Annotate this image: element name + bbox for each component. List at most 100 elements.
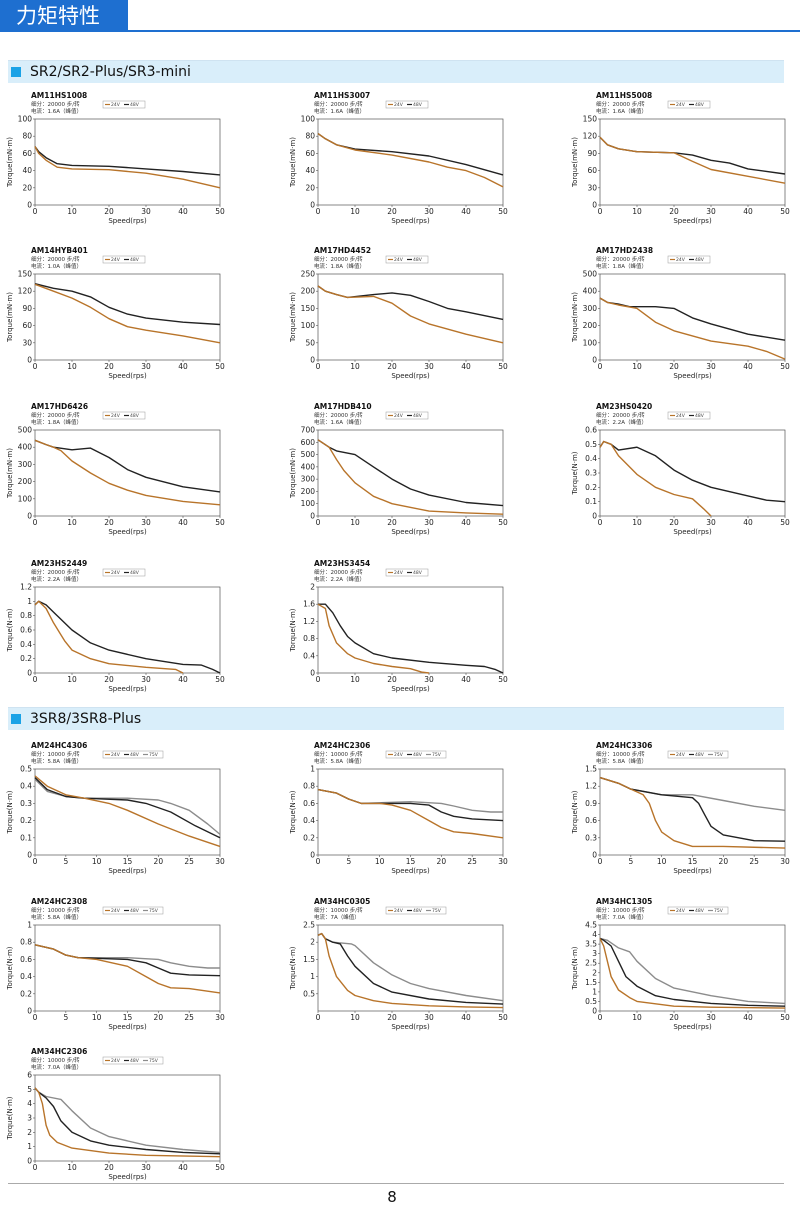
y-tick-label: 200: [18, 477, 33, 486]
y-tick-label: 200: [301, 287, 316, 296]
y-axis-label: Torque(mN·m): [289, 137, 297, 188]
x-tick-label: 10: [92, 1013, 102, 1022]
series-line-48v: [34, 777, 221, 839]
header-tab: 力矩特性: [0, 0, 128, 32]
series-line-24v: [317, 788, 504, 839]
chart-model-label: AM11HS1008: [31, 92, 87, 100]
x-tick-label: 20: [669, 518, 679, 527]
x-tick-label: 50: [498, 362, 508, 371]
x-tick-label: 0: [316, 518, 321, 527]
x-tick-label: 5: [63, 1013, 68, 1022]
legend-entry: 48V: [413, 570, 423, 576]
x-tick-label: 15: [123, 857, 133, 866]
y-tick-label: 2.5: [585, 959, 597, 968]
y-tick-label: 0.2: [20, 654, 32, 663]
y-tick-label: 1.2: [20, 583, 32, 592]
page-title: 力矩特性: [16, 4, 100, 28]
plot-frame: [599, 924, 786, 1012]
chart-subdivision-label: 细分：10000 步/转: [596, 906, 645, 914]
y-axis-label: Torque(N·m): [571, 946, 579, 990]
y-tick-label: 0.4: [20, 640, 32, 649]
legend-entry: 48V: [130, 908, 140, 914]
section-bar-sr2: SR2/SR2-Plus/SR3-mini: [8, 60, 784, 83]
x-tick-label: 40: [461, 1013, 471, 1022]
chart-model-label: AM34HC2306: [31, 1048, 87, 1056]
torque-chart: AM11HS5008 细分：20000 步/转 电流：1.6A（峰值） 24V 48V 0…: [570, 92, 800, 252]
x-tick-label: 10: [350, 518, 360, 527]
y-axis-label: Torque(mN·m): [289, 292, 297, 343]
x-tick-label: 40: [178, 1163, 188, 1172]
chart-current-label: 电流：1.6A（峰值）: [314, 418, 365, 426]
y-tick-label: 2.5: [303, 921, 315, 930]
y-tick-label: 120: [583, 132, 598, 141]
plot-frame: [317, 118, 504, 206]
chart-legend-box: [102, 1056, 164, 1065]
chart-current-label: 电流：5.8A（峰值）: [31, 757, 82, 765]
y-tick-label: 0: [592, 512, 597, 521]
series-line-24v: [599, 136, 786, 184]
y-axis-label: Torque(N·m): [6, 608, 14, 652]
y-tick-label: 500: [583, 270, 598, 279]
x-tick-label: 50: [498, 207, 508, 216]
legend-entry: 24V: [394, 908, 404, 914]
legend-entry: 24V: [111, 413, 121, 419]
y-tick-label: 400: [583, 287, 598, 296]
y-tick-label: 250: [301, 270, 316, 279]
y-axis-label: Torque(N·m): [289, 946, 297, 990]
y-tick-label: 0.3: [585, 469, 597, 478]
y-tick-label: 200: [301, 487, 316, 496]
chart-subdivision-label: 细分：20000 步/转: [314, 568, 363, 576]
y-tick-label: 60: [305, 149, 315, 158]
y-tick-label: 150: [583, 115, 598, 124]
y-axis-label: Torque(N·m): [289, 608, 297, 652]
y-axis-label: Torque(N·m): [289, 790, 297, 834]
y-tick-label: 0.8: [20, 611, 32, 620]
y-tick-label: 0: [592, 1007, 597, 1016]
torque-chart: AM17HD6426 细分：20000 步/转 电流：1.8A（峰值） 24V 48V 0…: [5, 403, 255, 563]
y-tick-label: 0: [592, 851, 597, 860]
y-tick-label: 1.5: [303, 955, 315, 964]
page-number: 8: [387, 1188, 397, 1206]
legend-entry: 24V: [676, 413, 686, 419]
y-tick-label: 150: [18, 270, 33, 279]
section-square-icon: [11, 714, 21, 724]
y-tick-label: 0: [310, 201, 315, 210]
y-tick-label: 0.6: [20, 955, 32, 964]
series-line-24v: [317, 439, 504, 515]
x-tick-label: 50: [498, 1013, 508, 1022]
y-tick-label: 40: [305, 166, 315, 175]
y-tick-label: 1.6: [303, 600, 315, 609]
x-axis-label: Speed(rps): [108, 372, 147, 380]
y-tick-label: 120: [18, 287, 33, 296]
legend-entry: 24V: [676, 752, 686, 758]
x-tick-label: 20: [669, 1013, 679, 1022]
y-tick-label: 20: [305, 183, 315, 192]
y-tick-label: 2: [27, 1128, 32, 1137]
series-line-48v: [599, 937, 786, 1007]
y-tick-label: 60: [22, 321, 32, 330]
y-tick-label: 0: [310, 356, 315, 365]
series-line-48v: [34, 283, 221, 326]
y-tick-label: 1: [27, 1142, 32, 1151]
x-tick-label: 0: [598, 362, 603, 371]
x-axis-label: Speed(rps): [391, 685, 430, 693]
x-tick-label: 50: [780, 362, 790, 371]
chart-subdivision-label: 细分：20000 步/转: [31, 411, 80, 419]
legend-entry: 48V: [413, 257, 423, 263]
series-line-24v: [599, 440, 712, 517]
x-tick-label: 30: [141, 518, 151, 527]
y-tick-label: 30: [22, 338, 32, 347]
x-axis-label: Speed(rps): [391, 1023, 430, 1031]
y-tick-label: 300: [18, 460, 33, 469]
x-tick-label: 50: [780, 518, 790, 527]
x-tick-label: 20: [387, 362, 397, 371]
y-tick-label: 1: [27, 597, 32, 606]
series-line-24v: [317, 932, 504, 1009]
plot-frame: [34, 924, 221, 1012]
